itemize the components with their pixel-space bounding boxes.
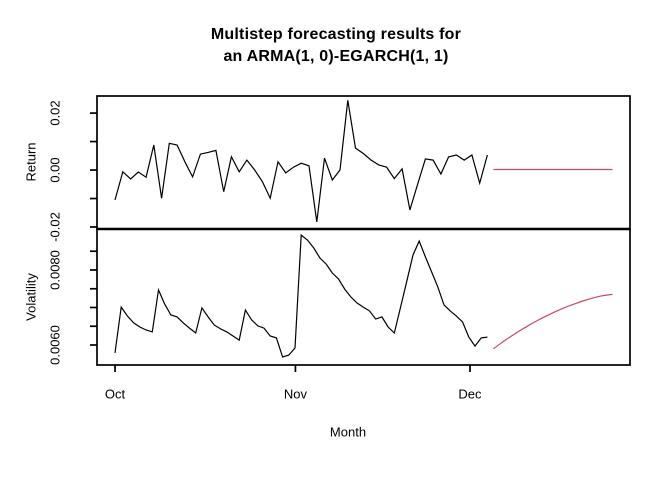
chart-title-line1: Multistep forecasting results for [210, 26, 462, 43]
chart-title: Multistep forecasting results for an ARM… [0, 24, 672, 68]
series-line-volatility-observed [114, 233, 488, 358]
x-tick-label: Dec [458, 386, 482, 402]
panel-box-bottom [96, 228, 631, 366]
x-tick-label: Oct [104, 386, 126, 402]
y-tick-label: 0.0060 [47, 325, 63, 365]
series-line-return-observed [114, 100, 488, 222]
panel-box-top [96, 95, 631, 230]
x-axis-label: Month [329, 424, 367, 440]
y-axis-label-volatility: Volatility [23, 273, 39, 321]
y-tick-label: 0.0080 [47, 250, 63, 290]
x-tick-label: Nov [283, 386, 307, 402]
series-line-volatility-forecast [492, 293, 613, 350]
y-tick-label: 0.00 [47, 157, 63, 183]
y-tick-label: -0.02 [47, 212, 63, 242]
chart-title-line2: an ARMA(1, 0)-EGARCH(1, 1) [223, 48, 449, 65]
y-tick-label: 0.02 [47, 100, 63, 126]
y-axis-label-return: Return [23, 142, 39, 182]
